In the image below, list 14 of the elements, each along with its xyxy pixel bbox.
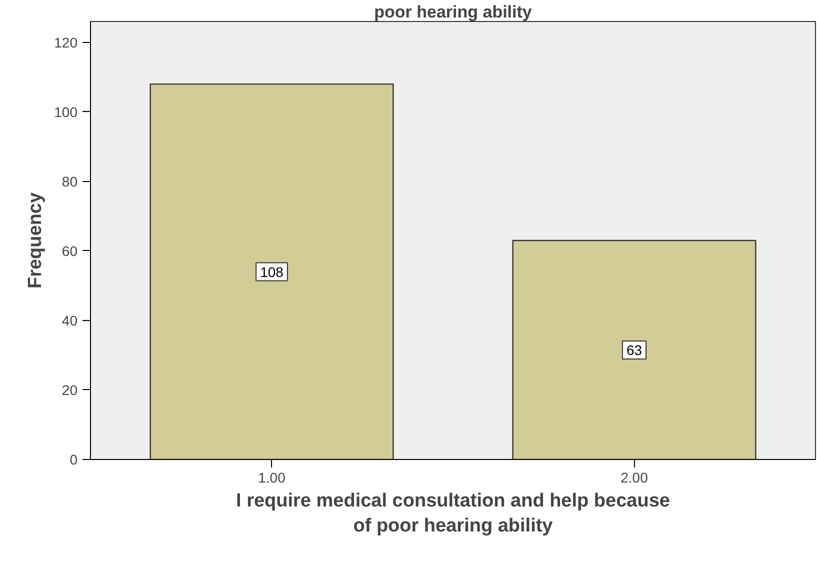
y-tick-label: 20 — [62, 382, 78, 398]
y-tick-label: 0 — [70, 452, 78, 468]
x-tick-label: 1.00 — [258, 470, 286, 486]
x-axis-title: I require medical consultation and help because of poor hearing ability — [236, 490, 670, 537]
y-tick-label: 120 — [54, 34, 78, 50]
data-label: 63 — [626, 342, 642, 358]
data-label: 108 — [260, 264, 284, 280]
y-tick-label: 80 — [62, 173, 78, 190]
y-tick-label: 60 — [62, 242, 78, 259]
y-axis-title: Frequency — [25, 192, 46, 289]
chart-title: poor hearing ability — [374, 2, 532, 22]
x-tick-label: 2.00 — [620, 470, 648, 486]
y-tick-label: 100 — [54, 104, 78, 120]
y-tick-label: 40 — [62, 312, 78, 328]
